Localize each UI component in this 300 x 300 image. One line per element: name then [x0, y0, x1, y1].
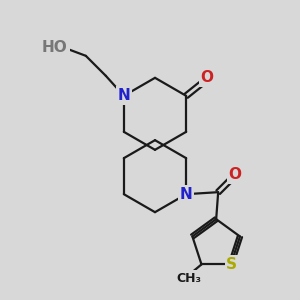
Text: O: O — [201, 70, 214, 85]
Text: O: O — [229, 167, 242, 182]
Text: HO: HO — [42, 40, 68, 55]
Text: CH₃: CH₃ — [176, 272, 201, 285]
Text: S: S — [226, 257, 237, 272]
Text: N: N — [117, 88, 130, 103]
Text: N: N — [180, 187, 193, 202]
